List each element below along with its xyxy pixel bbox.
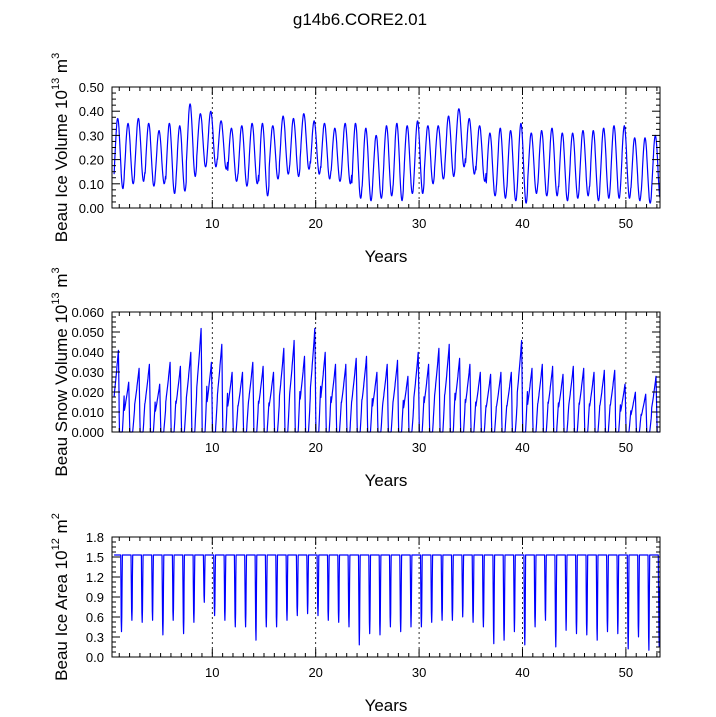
y-tick-label: 0.030 [71, 365, 104, 380]
series-line [113, 554, 661, 651]
y-tick-label: 0.30 [79, 128, 104, 143]
y-tick-label: 0.050 [71, 325, 104, 340]
x-tick-label: 10 [205, 665, 219, 680]
y-tick-label: 0.9 [86, 590, 104, 605]
y-tick-label: 0.00 [79, 201, 104, 216]
panel-snow-volume: 10 20 30 40 50 0.000 0.010 0.020 0.030 0.040 0.050… [50, 267, 661, 490]
y-tick-label: 0.10 [79, 177, 104, 192]
x-tick-label: 20 [308, 216, 322, 231]
plot-frame [111, 86, 661, 209]
x-axis-title: Years [365, 247, 408, 266]
y-tick-label: 0.040 [71, 345, 104, 360]
y-tick-label: 0.020 [71, 385, 104, 400]
y-tick-label: 0.000 [71, 425, 104, 440]
x-axis-title: Years [365, 471, 408, 490]
x-tick-label: 20 [308, 665, 322, 680]
x-tick-label: 50 [619, 440, 633, 455]
x-tick-label: 20 [308, 440, 322, 455]
y-axis-title: Beau Ice Area 1012 m2 [50, 513, 71, 681]
x-axis-title: Years [365, 696, 408, 715]
y-tick-label: 0.0 [86, 650, 104, 665]
series-line [113, 103, 661, 204]
y-tick-label: 1.2 [86, 570, 104, 585]
y-tick-label: 0.40 [79, 104, 104, 119]
y-tick-label: 1.5 [86, 550, 104, 565]
x-tick-label: 50 [619, 216, 633, 231]
y-tick-label: 0.3 [86, 630, 104, 645]
y-tick-label: 0.060 [71, 305, 104, 320]
x-tick-label: 40 [515, 216, 529, 231]
x-tick-label: 10 [205, 216, 219, 231]
series-line [113, 327, 661, 433]
y-tick-label: 0.6 [86, 610, 104, 625]
x-tick-label: 30 [412, 440, 426, 455]
y-tick-label: 0.50 [79, 80, 104, 95]
x-tick-label: 30 [412, 216, 426, 231]
x-tick-label: 30 [412, 665, 426, 680]
x-tick-label: 10 [205, 440, 219, 455]
y-axis-title: Beau Snow Volume 1013 m3 [50, 267, 71, 476]
y-tick-label: 0.010 [71, 405, 104, 420]
main-title: g14b6.CORE2.01 [293, 10, 427, 29]
x-tick-label: 40 [515, 440, 529, 455]
panel-ice-area: 10 20 30 40 50 0.0 0.3 0.6 0.9 1.2 1.5 1.8 Years Beau… [50, 513, 661, 715]
y-axis-title: Beau Ice Volume 1013 m3 [50, 53, 71, 242]
panel-ice-volume: 10 20 30 40 50 0.00 0.10 0.20 0.30 0.40 0.50 Years B… [50, 53, 661, 266]
x-tick-label: 40 [515, 665, 529, 680]
x-tick-label: 50 [619, 665, 633, 680]
y-tick-label: 1.8 [86, 530, 104, 545]
y-tick-label: 0.20 [79, 153, 104, 168]
